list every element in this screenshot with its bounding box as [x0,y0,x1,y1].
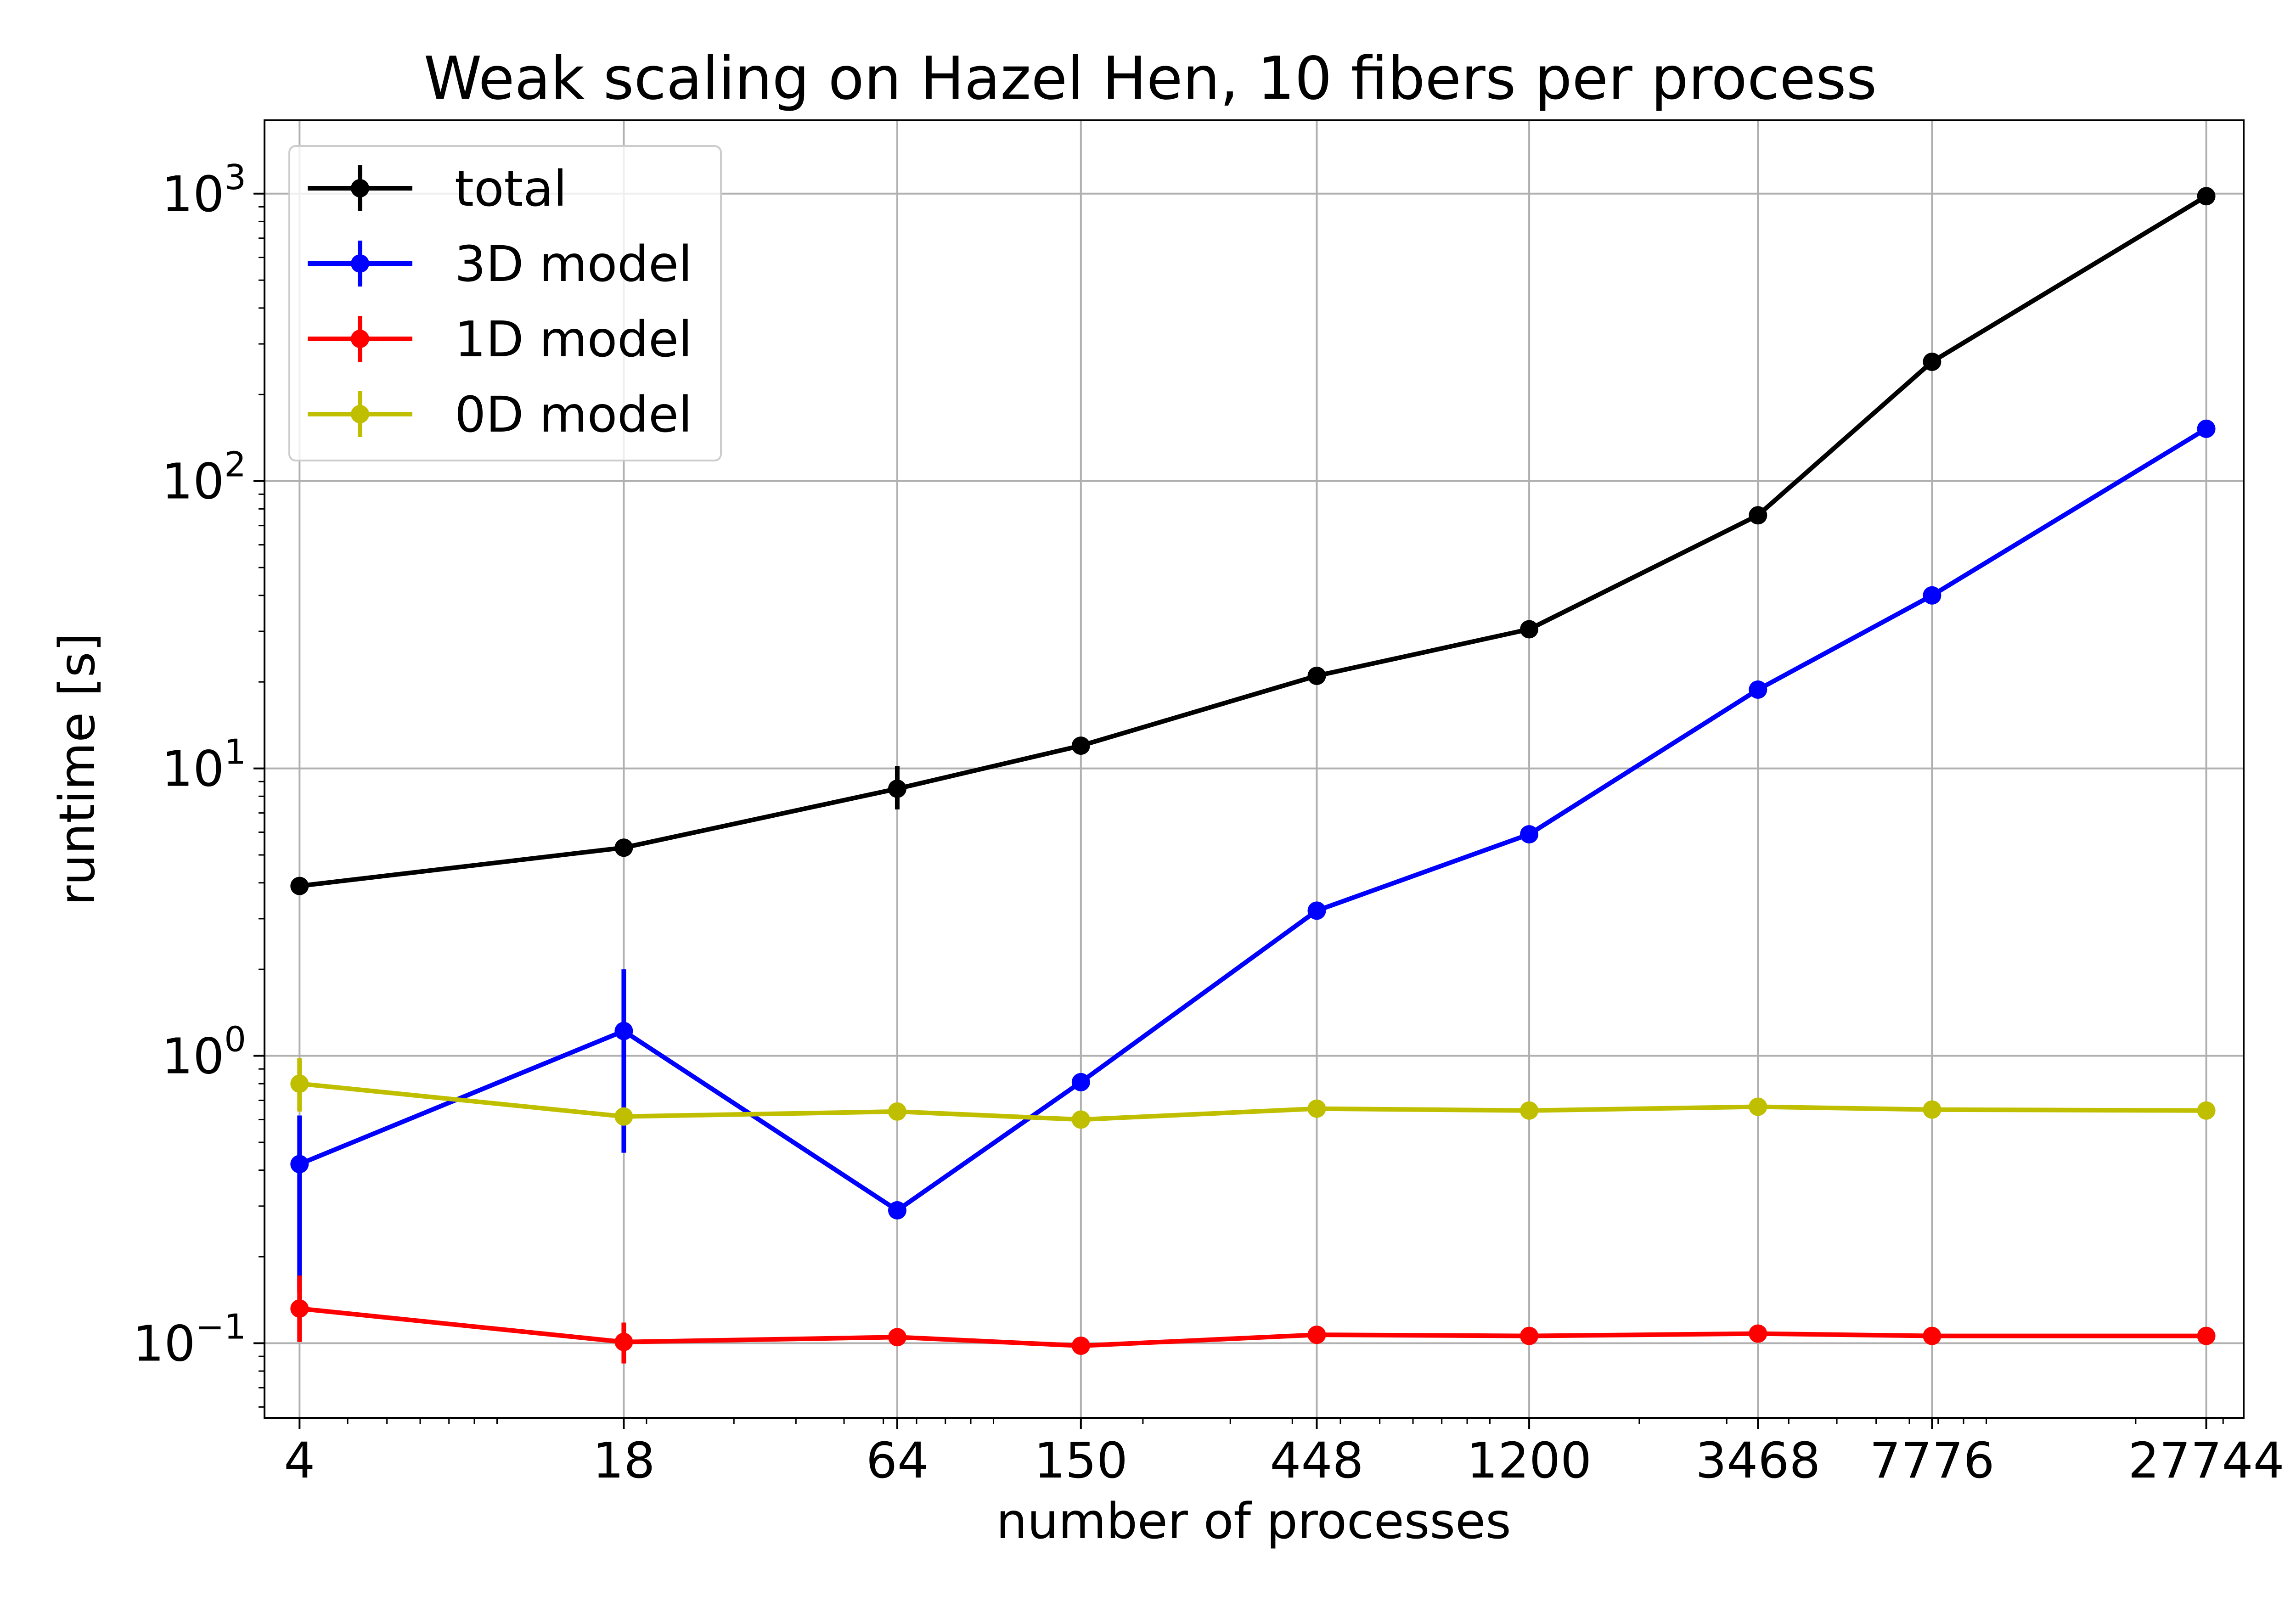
y-tick-base: 10 [162,166,224,223]
x-axis-title: number of processes [996,1493,1511,1550]
data-point [1307,901,1326,920]
data-point [1071,736,1090,755]
data-point [290,1155,309,1174]
x-tick-label: 27744 [2128,1433,2284,1489]
series-total [290,187,2216,895]
data-point [2197,419,2216,438]
y-tick-exponent: −1 [195,1306,246,1347]
y-tick-label: 102 [162,444,246,511]
data-point [1071,1110,1090,1129]
legend-item-total: total [308,161,567,218]
data-point [1749,1324,1767,1343]
x-tick-label: 7776 [1869,1433,1994,1489]
y-tick-label: 100 [162,1019,246,1085]
data-point [2197,187,2216,206]
data-point [614,838,633,857]
series-0d-model [290,1058,2216,1129]
x-tick-label: 150 [1034,1433,1128,1489]
y-tick-label: 103 [162,157,246,223]
data-point [1749,506,1767,525]
data-point [1923,586,1941,605]
legend-marker [351,254,369,273]
data-point [1749,680,1767,699]
data-point [1307,1326,1326,1344]
x-tick-label: 448 [1270,1433,1363,1489]
data-point [614,1332,633,1351]
x-tick-label: 3468 [1695,1433,1820,1489]
data-point [1520,620,1539,639]
x-tick-label: 4 [284,1433,315,1489]
data-point [888,1328,906,1347]
legend-label: 1D model [455,311,692,368]
y-tick-label: 101 [162,732,246,798]
data-point [614,1022,633,1040]
y-tick-exponent: 0 [224,1019,246,1060]
data-point [1520,1101,1539,1120]
legend-label: 0D model [455,387,692,444]
y-axis-title: runtime [s] [49,633,106,906]
y-tick-exponent: 3 [224,157,246,197]
data-point [888,1102,906,1121]
data-point [290,1299,309,1318]
data-point [1071,1073,1090,1091]
x-tick-label: 18 [592,1433,655,1489]
legend-marker [351,179,369,197]
data-point [1749,1097,1767,1116]
data-point [1307,666,1326,685]
legend-item-3d-model: 3D model [308,236,692,293]
data-point [888,1201,906,1220]
legend-marker [351,330,369,348]
legend-label: 3D model [455,236,692,293]
data-point [1923,352,1941,371]
x-axis: 4 18 64 150 448 1200 3468 7776 27744 [284,1418,2285,1489]
data-point [1071,1336,1090,1355]
data-point [1923,1326,1941,1345]
chart-title: Weak scaling on Hazel Hen, 10 fibers per… [424,45,1877,113]
y-tick-exponent: 1 [224,732,246,772]
data-point [1307,1099,1326,1118]
y-tick-base: 10 [162,454,224,511]
series-1d-model [290,1275,2216,1364]
y-tick-exponent: 2 [224,444,246,485]
data-point [290,1074,309,1093]
y-tick-base: 10 [133,1315,195,1372]
data-point [888,779,906,798]
data-point [614,1107,633,1126]
data-point [2197,1326,2216,1345]
x-tick-label: 64 [866,1433,929,1489]
x-tick-label: 1200 [1467,1433,1592,1489]
legend: total 3D model 1D model 0D model [288,145,722,461]
data-point [290,877,309,895]
data-point [1923,1100,1941,1119]
y-tick-base: 10 [162,741,224,798]
legend-item-1d-model: 1D model [308,311,692,368]
data-point [2197,1101,2216,1120]
data-point [1520,825,1539,844]
series-layer [290,187,2216,1364]
legend-item-0d-model: 0D model [308,387,692,444]
data-point [1520,1326,1539,1345]
legend-label: total [455,161,567,218]
y-tick-base: 10 [162,1028,224,1085]
series-3d-model [290,419,2216,1293]
legend-marker [351,405,369,423]
legend-box [288,145,722,461]
y-tick-label: 10−1 [133,1306,246,1372]
